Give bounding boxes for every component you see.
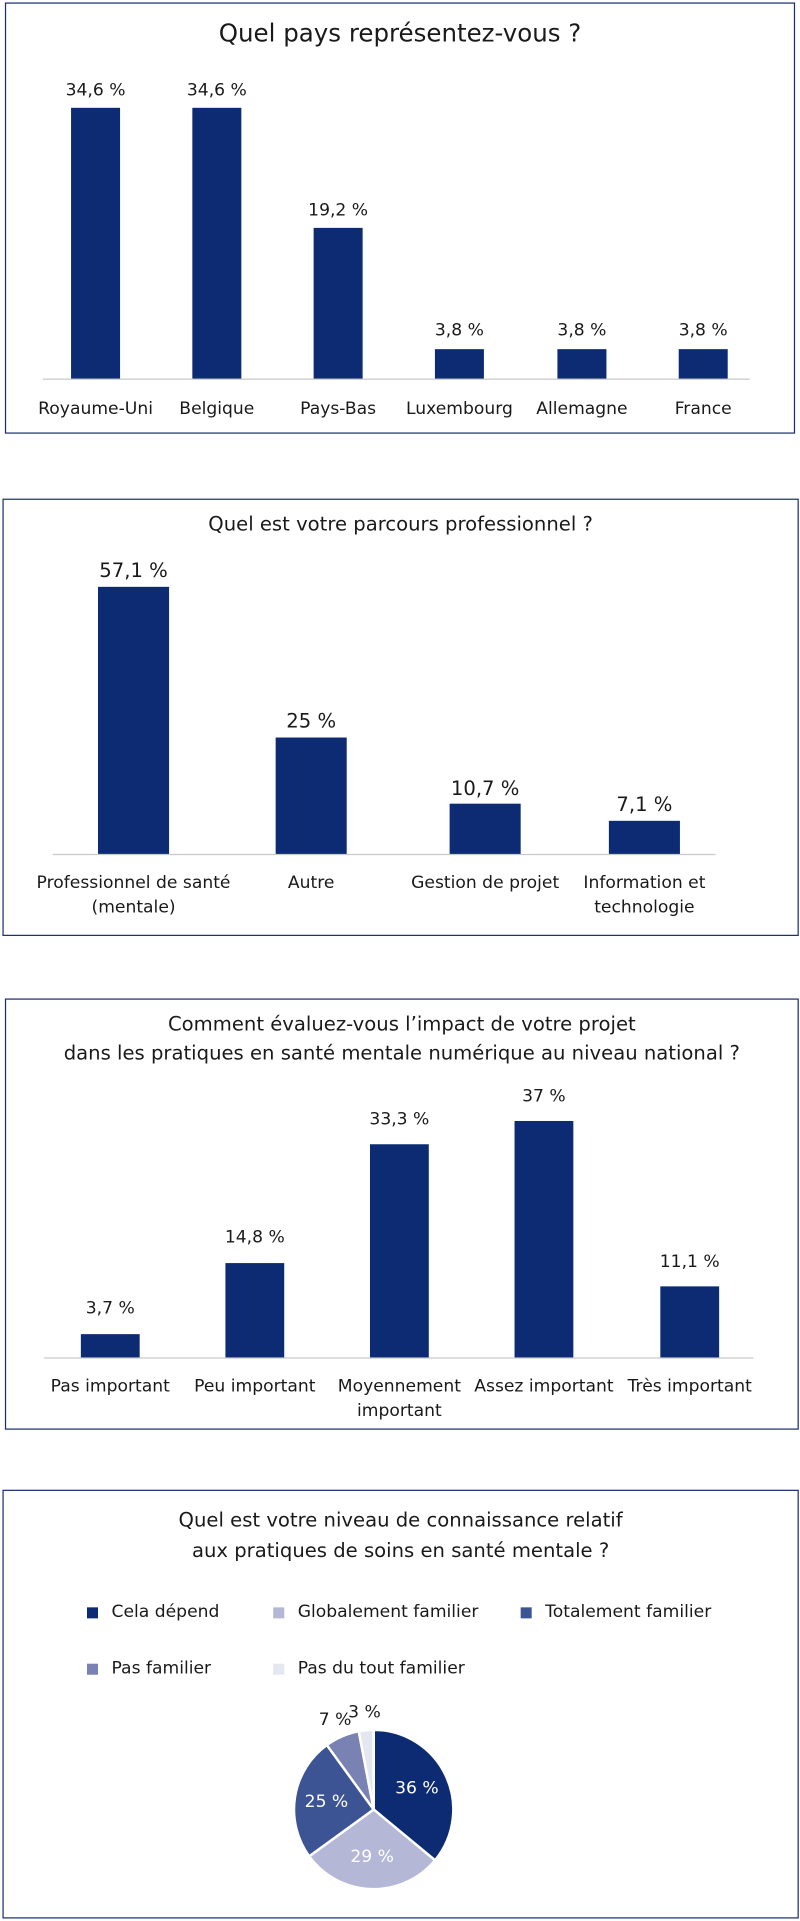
chart-title: Quel pays représentez-vous ? xyxy=(218,18,582,48)
legend-swatch xyxy=(272,1606,284,1618)
value-label: 11,1 % xyxy=(659,1251,720,1272)
x-tick-label: Très important xyxy=(627,1377,752,1397)
legend-swatch xyxy=(520,1606,532,1618)
value-label: 57,1 % xyxy=(99,559,168,583)
chart-frame xyxy=(2,1489,799,1919)
x-tick-label: Assez important xyxy=(474,1377,614,1397)
legend-label: Totalement familier xyxy=(545,1602,712,1623)
chart-frame xyxy=(4,2,796,434)
x-tick-label: Pays-Bas xyxy=(300,399,377,419)
value-label: 3,8 % xyxy=(434,321,484,341)
x-tick-label: Pas important xyxy=(50,1377,170,1397)
value-label: 36 % xyxy=(395,1779,439,1799)
value-label: 25 % xyxy=(286,709,337,733)
legend-swatch xyxy=(86,1663,98,1675)
pie-slice xyxy=(357,1728,375,1810)
value-label: 3,7 % xyxy=(85,1298,135,1319)
value-label: 34,6 % xyxy=(65,80,126,100)
x-tick-label: Allemagne xyxy=(536,399,628,419)
baseline xyxy=(44,1357,754,1359)
legend-label: Pas familier xyxy=(111,1658,212,1679)
pie-slice xyxy=(372,1728,455,1862)
legend-label: Pas du tout familier xyxy=(297,1658,465,1679)
bar xyxy=(557,348,607,379)
bar xyxy=(80,1333,140,1358)
value-label: 10,7 % xyxy=(450,776,520,800)
value-label: 29 % xyxy=(350,1847,394,1868)
x-tick-label: Professionnel de santé (mentale) xyxy=(36,873,231,918)
value-label: 14,8 % xyxy=(224,1228,285,1248)
x-tick-label: Royaume-Uni xyxy=(38,399,153,419)
legend-swatch xyxy=(272,1663,284,1675)
chart-title: Quel est votre niveau de connaissance re… xyxy=(178,1508,623,1563)
bar xyxy=(98,586,170,854)
legend-label: Cela dépend xyxy=(111,1602,220,1623)
legend-swatch xyxy=(86,1606,98,1618)
x-tick-label: Peu important xyxy=(194,1377,316,1397)
x-tick-label: Moyennement important xyxy=(337,1377,461,1422)
x-tick-label: Belgique xyxy=(179,399,255,419)
bar xyxy=(225,1262,285,1358)
x-tick-label: France xyxy=(674,399,732,419)
bar xyxy=(678,348,728,379)
chart-title: Quel est votre parcours professionnel ? xyxy=(208,512,593,536)
chart-frame xyxy=(2,498,799,936)
bar xyxy=(313,228,363,379)
value-label: 7,1 % xyxy=(616,792,673,817)
bar xyxy=(449,803,521,854)
value-label: 19,2 % xyxy=(308,200,369,221)
value-label: 3,8 % xyxy=(557,321,607,341)
x-tick-label: Gestion de projet xyxy=(411,873,560,894)
x-tick-label: Luxembourg xyxy=(405,399,513,419)
chart-frame xyxy=(4,998,799,1430)
x-tick-label: Autre xyxy=(287,873,335,894)
bar xyxy=(369,1144,429,1358)
pie-slice xyxy=(292,1743,376,1859)
value-label: 37 % xyxy=(522,1086,566,1106)
bar xyxy=(514,1120,574,1358)
value-label: 7 % xyxy=(318,1710,352,1731)
bar xyxy=(192,107,242,379)
baseline xyxy=(52,853,716,856)
value-label: 33,3 % xyxy=(369,1109,430,1130)
legend-label: Globalement familier xyxy=(297,1602,479,1623)
value-label: 25 % xyxy=(304,1792,349,1812)
chart-title: Comment évaluez-vous l’impact de votre p… xyxy=(63,1011,740,1065)
value-label: 34,6 % xyxy=(186,80,247,100)
bar xyxy=(608,820,680,854)
x-tick-label: Information et technologie xyxy=(583,873,706,918)
pie-slice xyxy=(307,1807,437,1891)
baseline xyxy=(42,378,750,380)
value-label: 3,8 % xyxy=(678,321,728,341)
value-label: 3 % xyxy=(348,1702,381,1723)
bar xyxy=(71,107,121,379)
bar xyxy=(660,1286,720,1358)
bar xyxy=(434,348,484,379)
bar xyxy=(275,736,347,854)
